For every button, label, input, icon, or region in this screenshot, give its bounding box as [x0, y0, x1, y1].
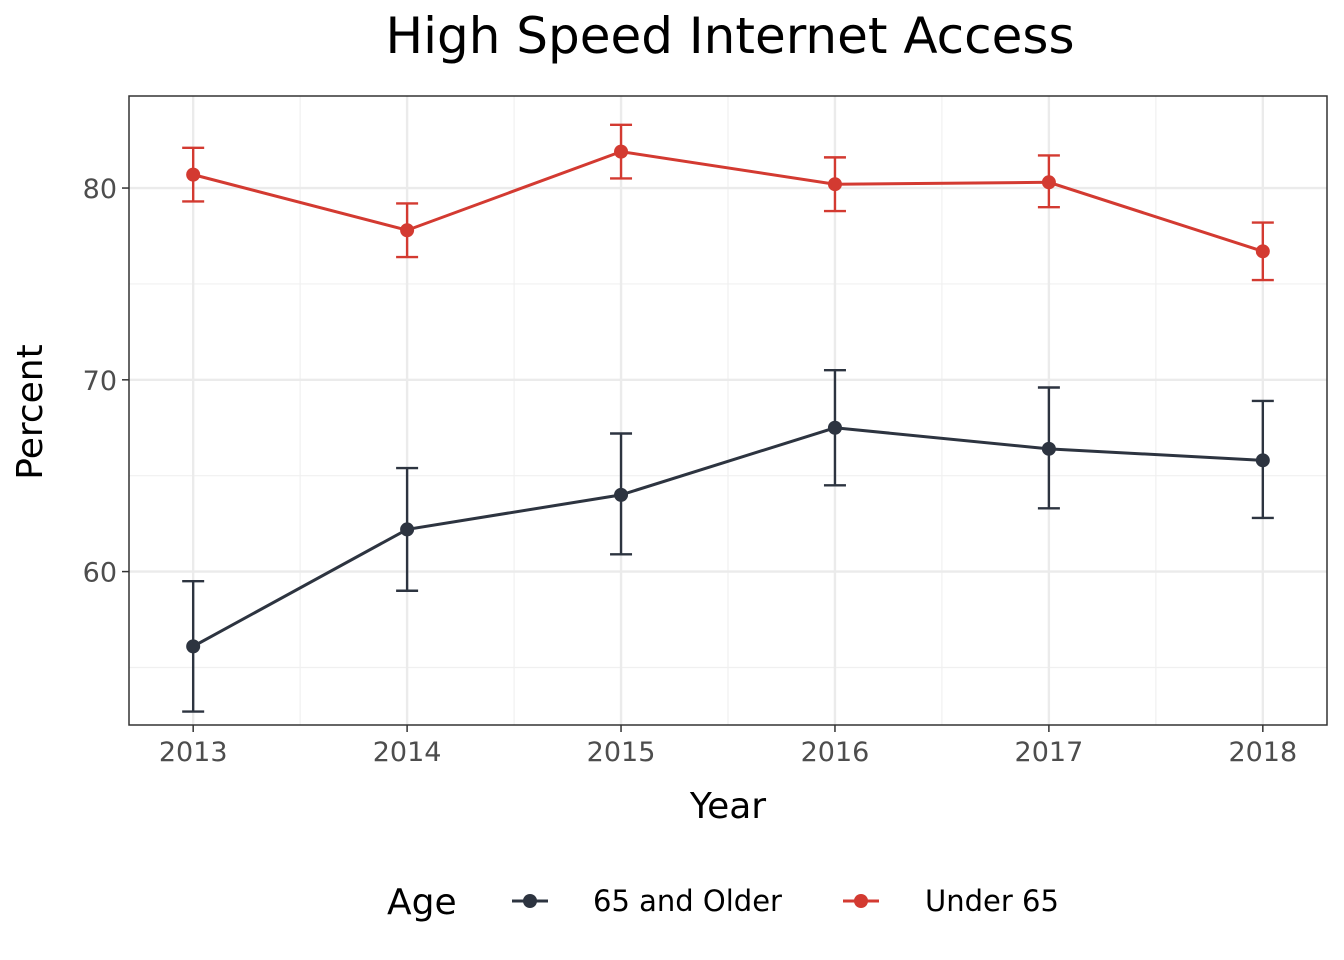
chart-title: High Speed Internet Access: [385, 7, 1074, 65]
x-tick-label: 2015: [587, 737, 656, 768]
plot-panel: [128, 95, 1328, 726]
data-point: [186, 167, 201, 182]
data-point: [827, 420, 842, 435]
x-tick-label: 2016: [801, 737, 870, 768]
x-axis: 2013 2014 2015 2016 2017 2018: [159, 725, 1297, 768]
x-tick-label: 2017: [1015, 737, 1084, 768]
data-point: [827, 177, 842, 192]
legend-item: 65 and Older: [512, 884, 782, 918]
data-point: [614, 487, 629, 502]
x-axis-title: Year: [689, 786, 766, 827]
series-group: [182, 123, 1274, 282]
legend-label: Under 65: [925, 884, 1059, 918]
legend-key-point: [523, 894, 537, 908]
series-line: [192, 150, 1264, 253]
legend: Age 65 and Older Under 65: [387, 882, 1059, 923]
y-tick-label: 80: [83, 174, 117, 205]
series-layer: [182, 123, 1274, 713]
legend-title: Age: [387, 882, 457, 923]
legend-label: 65 and Older: [593, 884, 782, 918]
x-tick-label: 2014: [373, 737, 442, 768]
y-axis: 60 70 80: [83, 174, 129, 589]
series-group: [182, 369, 1274, 713]
x-tick-label: 2013: [159, 737, 228, 768]
legend-key-point: [854, 894, 868, 908]
legend-item: Under 65: [843, 884, 1059, 918]
y-tick-label: 60: [83, 558, 117, 589]
data-point: [614, 144, 629, 159]
legend-items: 65 and Older Under 65: [512, 884, 1059, 918]
y-tick-label: 70: [83, 366, 117, 397]
y-axis-title: Percent: [10, 344, 51, 479]
data-point: [1041, 441, 1056, 456]
data-point: [1255, 244, 1270, 259]
x-tick-label: 2018: [1228, 737, 1297, 768]
series-line: [192, 426, 1263, 648]
grid: [129, 96, 1327, 725]
data-point: [1255, 453, 1270, 468]
data-point: [400, 522, 415, 537]
data-point: [400, 223, 415, 238]
data-point: [186, 639, 201, 654]
data-point: [1041, 175, 1056, 190]
